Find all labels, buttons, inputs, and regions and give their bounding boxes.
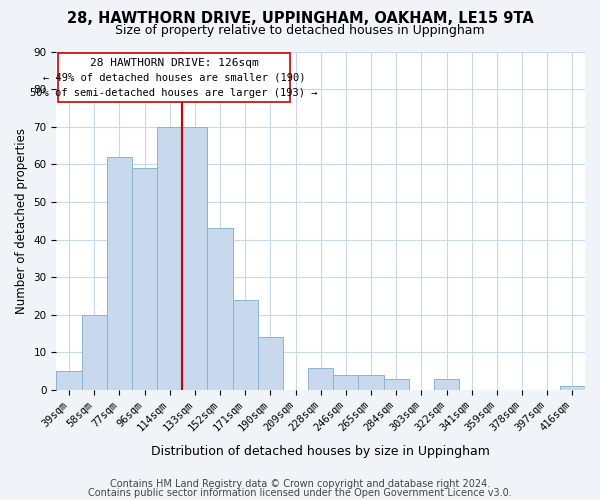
Text: ← 49% of detached houses are smaller (190): ← 49% of detached houses are smaller (19… [43, 73, 305, 83]
Bar [157, 126, 182, 390]
Bar [182, 126, 208, 390]
Text: 28, HAWTHORN DRIVE, UPPINGHAM, OAKHAM, LE15 9TA: 28, HAWTHORN DRIVE, UPPINGHAM, OAKHAM, L… [67, 11, 533, 26]
Text: Contains public sector information licensed under the Open Government Licence v3: Contains public sector information licen… [88, 488, 512, 498]
Text: 28 HAWTHORN DRIVE: 126sqm: 28 HAWTHORN DRIVE: 126sqm [90, 58, 259, 68]
Bar [560, 386, 585, 390]
Bar [82, 315, 107, 390]
Bar [107, 157, 132, 390]
X-axis label: Distribution of detached houses by size in Uppingham: Distribution of detached houses by size … [151, 444, 490, 458]
Text: Size of property relative to detached houses in Uppingham: Size of property relative to detached ho… [115, 24, 485, 37]
FancyBboxPatch shape [58, 54, 290, 102]
Bar [233, 300, 258, 390]
Bar [308, 368, 333, 390]
Bar [434, 379, 459, 390]
Bar [358, 375, 383, 390]
Bar [383, 379, 409, 390]
Bar [56, 372, 82, 390]
Text: Contains HM Land Registry data © Crown copyright and database right 2024.: Contains HM Land Registry data © Crown c… [110, 479, 490, 489]
Y-axis label: Number of detached properties: Number of detached properties [15, 128, 28, 314]
Bar [208, 228, 233, 390]
Bar [258, 338, 283, 390]
Bar [333, 375, 358, 390]
Text: 50% of semi-detached houses are larger (193) →: 50% of semi-detached houses are larger (… [31, 88, 318, 98]
Bar [132, 168, 157, 390]
